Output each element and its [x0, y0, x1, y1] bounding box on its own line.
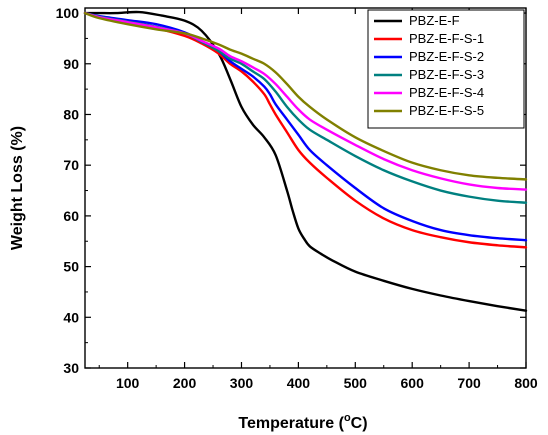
- legend: PBZ-E-F PBZ-E-F-S-1 PBZ-E-F-S-2 PBZ-E-F-…: [367, 9, 525, 129]
- legend-box: [367, 9, 525, 129]
- y-axis-ticks: 30 40 50 60 70 80 90 100: [56, 5, 526, 376]
- y-tick-label: 50: [63, 259, 79, 275]
- legend-label-1: PBZ-E-F-S-1: [409, 31, 484, 46]
- y-tick-label: 40: [63, 309, 79, 325]
- x-tick-label: 200: [173, 375, 197, 391]
- x-axis-title-sup: o: [344, 412, 351, 424]
- series-line-0: [83, 10, 528, 312]
- legend-label-3: PBZ-E-F-S-3: [409, 67, 484, 82]
- series-lines: [83, 10, 528, 312]
- x-axis-ticks: 100 200 300 400 500 600 700 800: [98, 8, 538, 391]
- y-tick-label: 70: [63, 157, 79, 173]
- x-tick-label: 700: [457, 375, 481, 391]
- y-tick-label: 60: [63, 208, 79, 224]
- legend-label-2: PBZ-E-F-S-2: [409, 49, 484, 64]
- series-line-5: [83, 11, 528, 181]
- legend-label-5: PBZ-E-F-S-5: [409, 103, 484, 118]
- y-tick-label: 30: [63, 360, 79, 376]
- x-axis-title: Temperature (oC): [238, 412, 367, 432]
- legend-label-0: PBZ-E-F: [409, 13, 460, 28]
- y-tick-label: 100: [56, 5, 80, 21]
- x-tick-label: 800: [514, 375, 538, 391]
- x-axis-title-tail: C): [351, 415, 368, 432]
- y-tick-label: 80: [63, 106, 79, 122]
- y-tick-label: 90: [63, 56, 79, 72]
- x-tick-label: 500: [344, 375, 368, 391]
- x-tick-label: 100: [116, 375, 140, 391]
- series-line-1: [83, 11, 528, 249]
- legend-label-4: PBZ-E-F-S-4: [409, 85, 484, 100]
- y-axis-title: Weight Loss (%): [9, 126, 26, 250]
- x-tick-label: 400: [287, 375, 311, 391]
- x-axis-title-main: Temperature (: [238, 415, 344, 432]
- x-tick-label: 600: [401, 375, 425, 391]
- x-tick-label: 300: [230, 375, 254, 391]
